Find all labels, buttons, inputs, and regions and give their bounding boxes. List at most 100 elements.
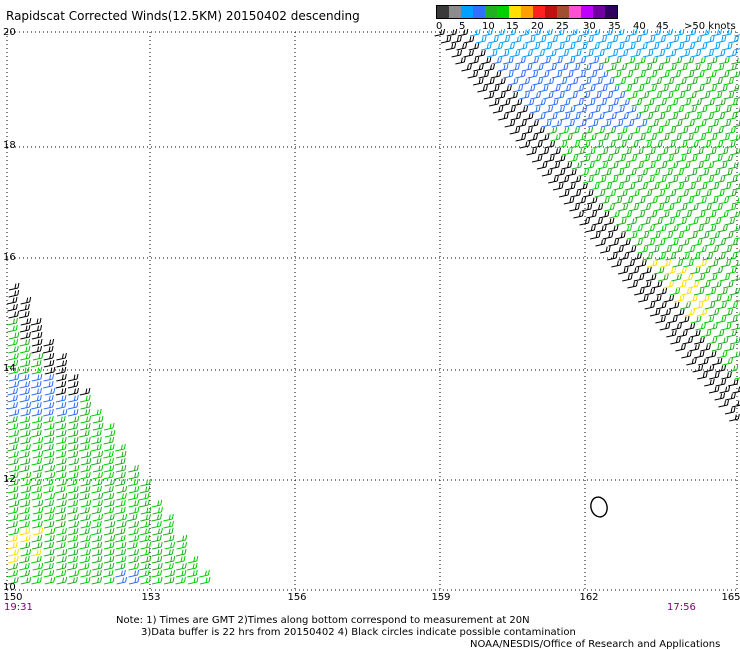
wind-barb [603,77,615,86]
wind-barb [92,513,104,522]
wind-barb [655,252,666,261]
wind-barb [601,182,613,191]
wind-barb [68,387,79,396]
wind-barb [696,308,708,317]
wind-barb [19,380,31,389]
wind-barb [8,471,19,480]
wind-barb [676,203,688,212]
wind-barb [586,210,598,219]
wind-barb [711,91,723,100]
legend-labels: 0 5 10 15 20 25 30 35 40 45 >50 knots [436,19,736,33]
wind-barb [67,471,79,480]
wind-barb [66,478,78,487]
legend-label: 20 [531,21,544,32]
wind-barb [706,70,717,79]
wind-barb [451,35,462,44]
wind-barb [724,217,736,226]
wind-barb [128,478,139,487]
wind-barb [558,49,570,58]
wind-barb [590,231,601,240]
wind-barb [706,84,718,93]
wind-barb [20,331,31,340]
legend-label: >50 knots [684,21,736,32]
wind-barb [199,569,210,578]
legend-swatch [605,6,617,18]
wind-barb [717,147,729,156]
wind-barb [631,252,642,261]
wind-barb [152,562,163,571]
wind-barb [139,569,150,578]
wind-barb [56,443,67,452]
wind-barb [727,238,739,247]
wind-barb [714,392,726,401]
wind-barb [501,84,512,93]
wind-barb [186,562,198,571]
wind-barb [716,301,727,310]
wind-barb [652,126,664,135]
legend-label: 40 [633,21,646,32]
wind-barb [630,112,642,121]
wind-barb [596,224,607,233]
wind-barb [8,499,20,508]
wind-barb [632,175,643,184]
wind-barb [619,98,630,107]
wind-barb [666,63,677,72]
wind-barb [103,450,114,459]
wind-barb [481,42,492,51]
wind-barb [571,161,583,170]
wind-barb [43,380,54,389]
wind-barb [554,168,566,177]
wind-barb [55,506,66,515]
wind-barb [519,140,531,149]
wind-barb [151,548,163,557]
wind-barb [733,106,740,114]
wind-barb [609,147,620,156]
wind-barb [718,70,730,79]
wind-barb [507,91,519,100]
wind-barb [621,224,633,233]
wind-barb [68,520,80,529]
wind-barb [617,203,629,212]
wind-barb [681,210,692,219]
wind-barb [31,408,43,417]
wind-barb [8,352,19,361]
wind-barb [31,345,43,354]
wind-barb [92,492,104,501]
wind-barb [661,245,672,254]
wind-barb [634,196,646,205]
wind-barb [604,203,615,212]
wind-barb [683,56,695,65]
wind-barb [91,443,102,452]
wind-barb [656,175,667,184]
wind-barb [434,28,446,37]
wind-barb [602,105,614,114]
lon-label-159: 159 [431,592,451,603]
wind-barb [676,280,687,289]
wind-barb [554,42,565,51]
wind-barb [659,70,670,79]
wind-barb [569,126,580,135]
wind-barb [56,408,68,417]
wind-barb [693,84,705,93]
wind-barb [607,161,619,170]
wind-barb [559,112,571,121]
wind-barb [582,189,594,198]
wind-barb [19,457,31,466]
wind-barb [632,224,643,233]
wind-barb [668,224,679,233]
wind-barb [7,338,19,347]
wind-barb [139,499,150,508]
wind-barb [712,140,724,149]
wind-barb [692,301,704,310]
wind-barb [711,357,723,366]
wind-barb [7,520,18,529]
wind-barb [473,63,484,72]
wind-barb [8,310,20,319]
wind-barb [592,77,603,86]
wind-barb [608,238,620,247]
wind-barb [720,182,732,191]
wind-barb [622,133,633,142]
legend-swatch [485,6,497,18]
wind-barb [638,105,650,114]
wind-barb [730,133,740,142]
